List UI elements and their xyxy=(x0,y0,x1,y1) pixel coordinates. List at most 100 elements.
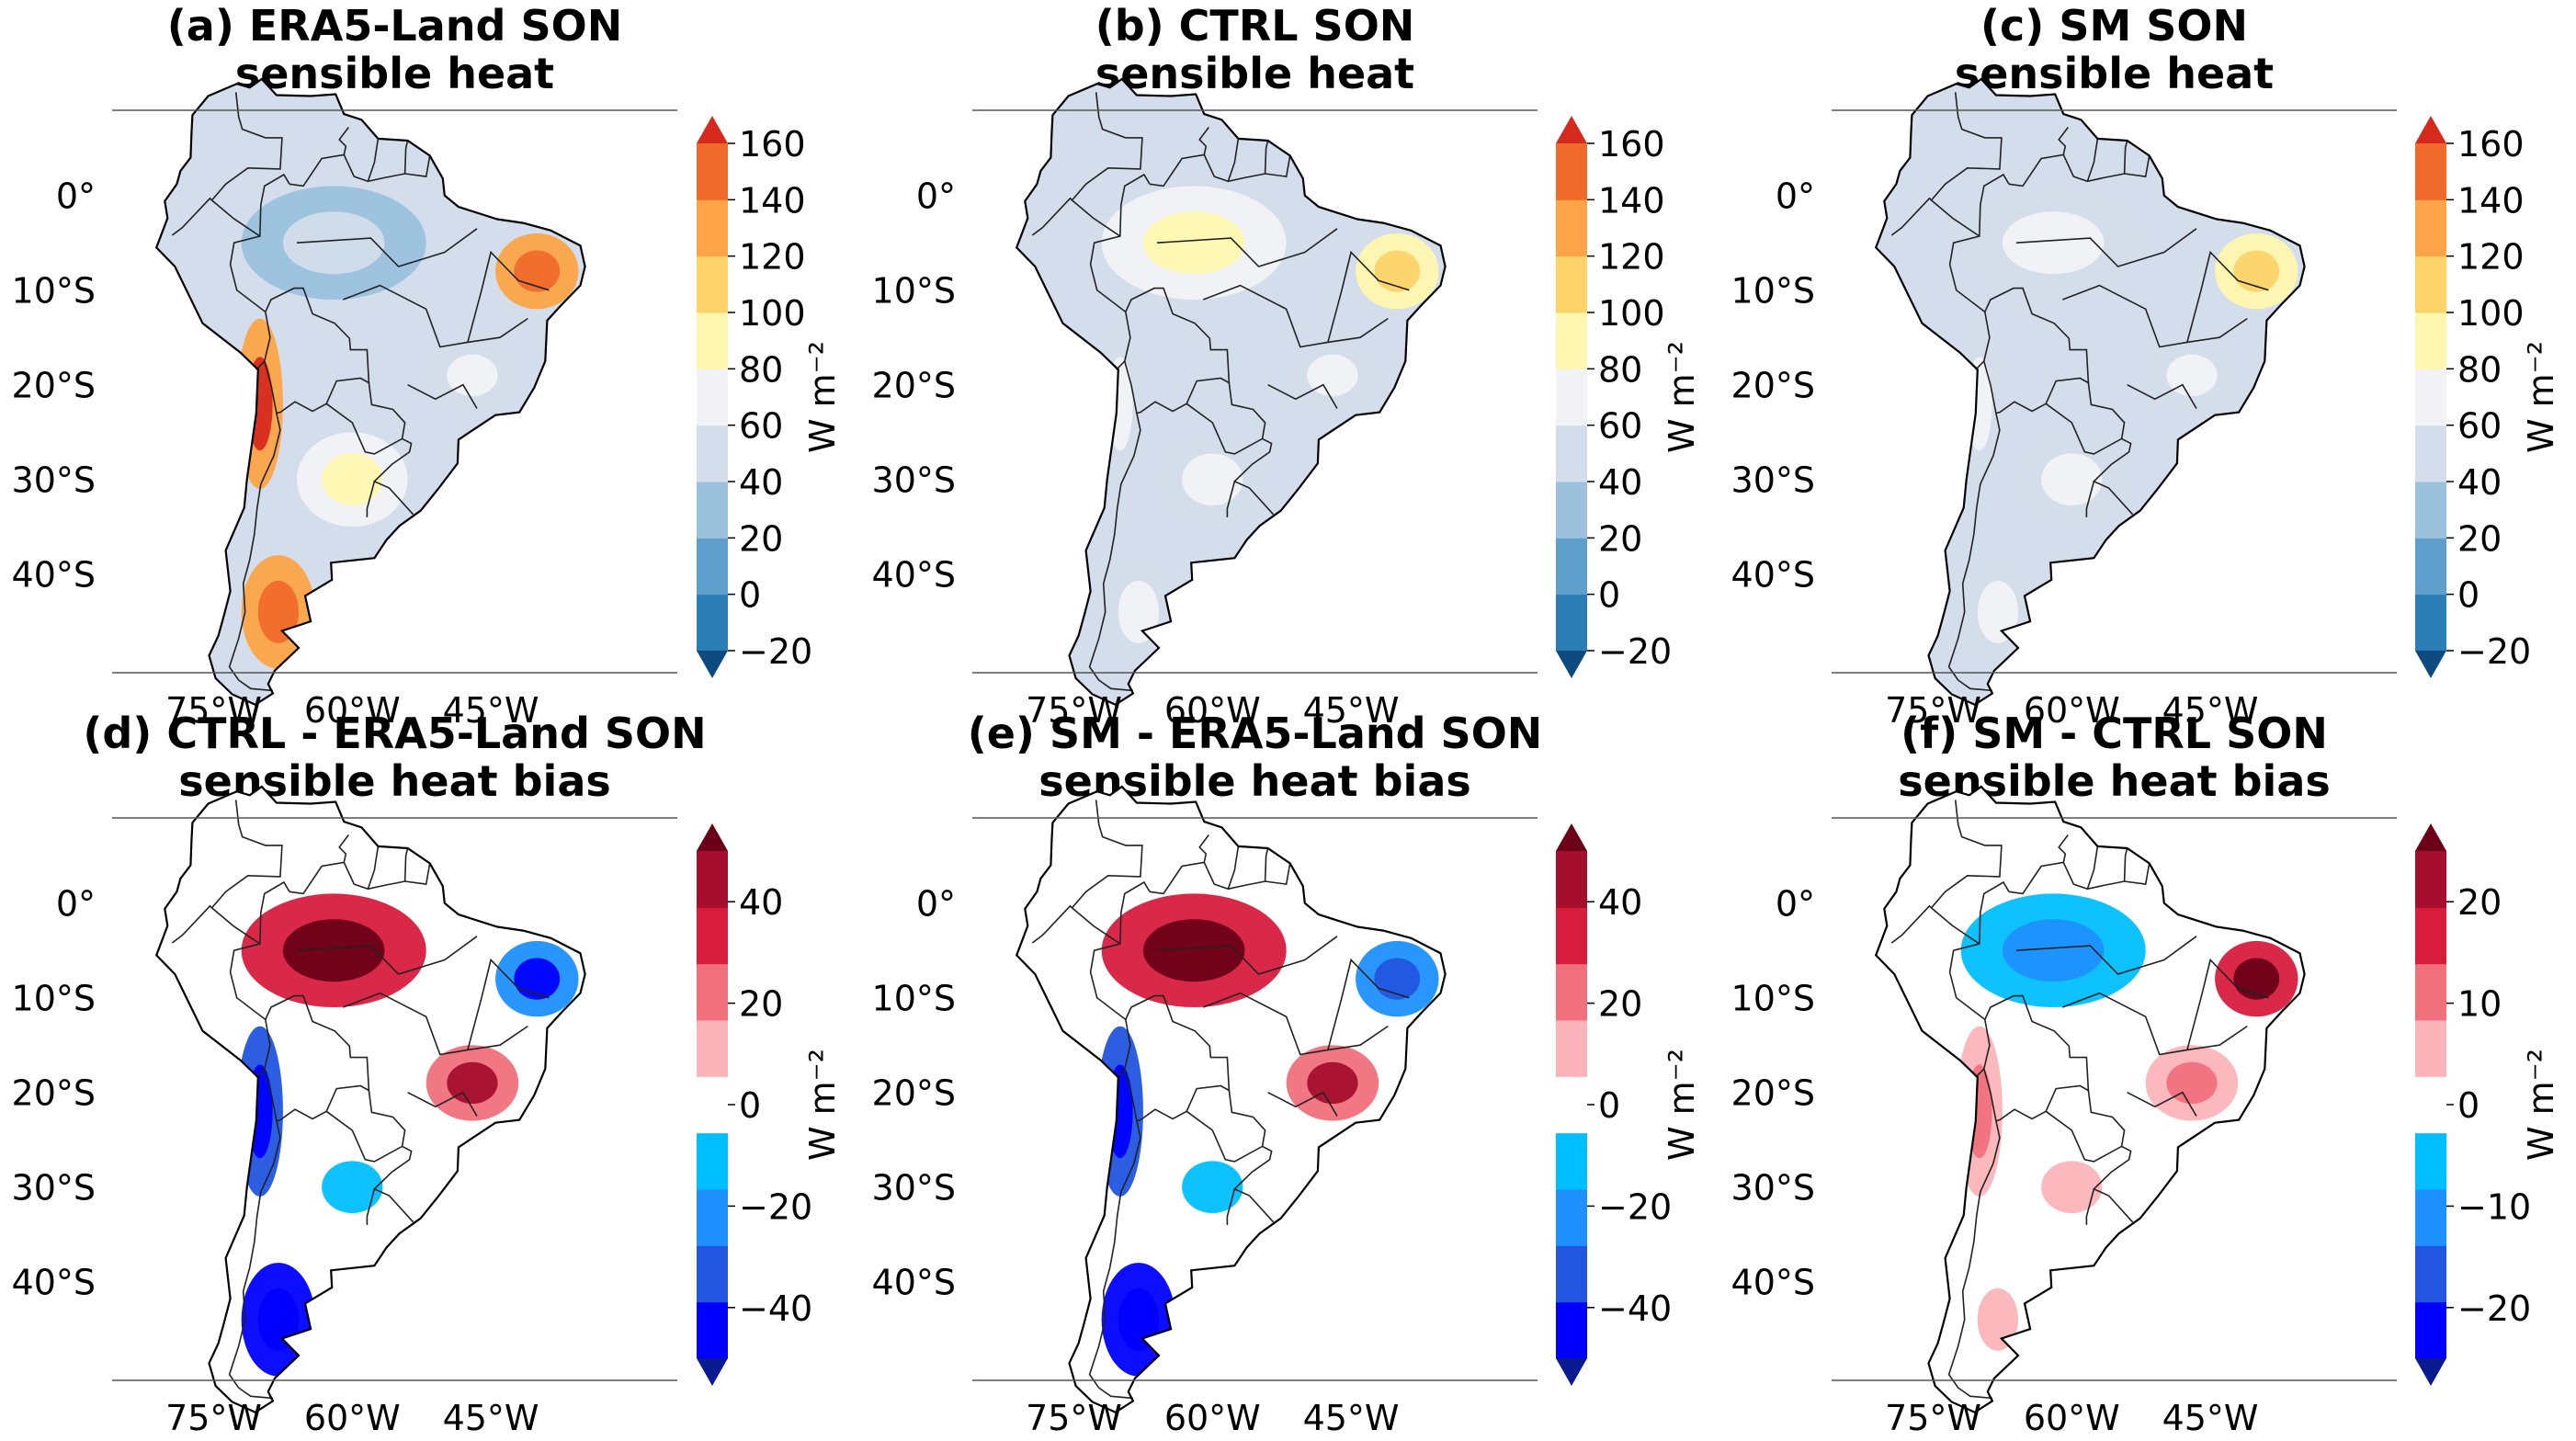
country-border xyxy=(2127,383,2197,409)
country-border xyxy=(1088,1067,1141,1400)
country-border xyxy=(210,907,261,945)
map-area xyxy=(112,785,677,1414)
colorbar-extend-min xyxy=(1556,1358,1587,1386)
country-border xyxy=(1267,1091,1338,1117)
colorbar-segment xyxy=(697,851,728,908)
colorbar-tick-label: 0 xyxy=(739,1085,761,1126)
colorbar-segment xyxy=(1556,1132,1587,1190)
colorbar-segment xyxy=(1556,963,1587,1021)
country-border xyxy=(2092,437,2134,516)
country-border xyxy=(1226,1188,1236,1225)
country-border xyxy=(1232,1145,1275,1223)
colorbar: −40 −20 0 20 40 W m⁻² xyxy=(697,823,843,1386)
region-core xyxy=(514,958,561,1000)
colorbar-segment xyxy=(1556,1020,1587,1077)
colorbar-tick-label: −20 xyxy=(1598,631,1672,672)
lon-tick-label: 75°W xyxy=(1026,1398,1122,1438)
coastline xyxy=(154,785,586,1414)
country-border xyxy=(1089,880,1151,1070)
colorbar-tick-label: 140 xyxy=(739,180,806,221)
country-border xyxy=(296,936,478,975)
colorbar-segment xyxy=(1556,1076,1587,1134)
colorbar-segment xyxy=(697,1189,728,1246)
country-border xyxy=(372,437,414,516)
data-field xyxy=(1096,893,1439,1377)
country-border xyxy=(1071,907,1121,945)
country-border xyxy=(1203,992,1389,1056)
country-border xyxy=(2085,1188,2095,1225)
colorbar-tick-label: 20 xyxy=(739,518,783,559)
colorbar-tick-label: 20 xyxy=(2457,882,2502,923)
panel-title: (a) ERA5-Land SON xyxy=(167,1,622,51)
colorbar-segment xyxy=(1556,538,1587,596)
colorbar-segment xyxy=(697,907,728,965)
colorbar-segment xyxy=(2415,199,2446,257)
lon-tick-label: 45°W xyxy=(443,690,539,731)
lat-tick-label: 0° xyxy=(1776,884,1815,925)
colorbar-tick-label: 140 xyxy=(1598,180,1665,221)
country-border xyxy=(1227,845,1240,890)
country-border xyxy=(1930,199,1980,237)
lon-tick-label: 45°W xyxy=(2162,690,2259,731)
colorbar: −20 0 20 40 60 80 100 120 140 160 W m⁻² xyxy=(2415,116,2561,678)
country-border xyxy=(467,958,550,1050)
colorbar-extend-max xyxy=(2415,116,2446,143)
country-border xyxy=(407,383,478,409)
coastline xyxy=(1874,77,2306,707)
colorbar-tick-label: 40 xyxy=(739,462,783,503)
country-border xyxy=(2085,481,2095,517)
country-border xyxy=(1227,138,1240,182)
country-border xyxy=(210,92,283,201)
colorbar-unit-label: W m⁻² xyxy=(802,341,843,453)
colorbar-segment xyxy=(2415,425,2446,482)
region-core xyxy=(282,919,385,982)
colorbar-tick-label: 60 xyxy=(739,406,783,447)
map-area xyxy=(1832,785,2397,1414)
country-border xyxy=(372,1145,414,1223)
colorbar-segment xyxy=(2415,1245,2446,1303)
country-border xyxy=(367,138,380,182)
region-core xyxy=(1182,453,1243,506)
colorbar-segment xyxy=(1556,1189,1587,1246)
colorbar-tick-label: 10 xyxy=(2457,984,2502,1025)
colorbar-segment xyxy=(697,143,728,200)
lat-tick-label: 30°S xyxy=(1731,1168,1815,1208)
lat-tick-label: 30°S xyxy=(1731,460,1815,501)
colorbar-segment xyxy=(697,312,728,369)
country-border xyxy=(467,250,550,343)
lat-tick-label: 10°S xyxy=(872,271,956,312)
colorbar-unit-label: W m⁻² xyxy=(1662,341,1702,453)
country-border xyxy=(1226,481,1236,517)
colorbar-tick-label: −20 xyxy=(739,631,812,672)
colorbar-tick-label: 40 xyxy=(2457,462,2502,503)
colorbar-extend-max xyxy=(697,116,728,143)
lat-tick-label: 40°S xyxy=(872,555,956,596)
colorbar-segment xyxy=(697,1132,728,1190)
country-border xyxy=(1156,228,1338,267)
region-core xyxy=(322,453,383,506)
colorbar-tick-label: 40 xyxy=(1598,462,1642,503)
country-border xyxy=(265,287,370,414)
country-border xyxy=(2186,250,2269,343)
region-core xyxy=(1966,357,1992,451)
lat-tick-label: 10°S xyxy=(12,271,96,312)
country-border xyxy=(1125,994,1231,1122)
country-border xyxy=(1930,907,1980,945)
colorbar-segment xyxy=(1556,199,1587,257)
colorbar-segment xyxy=(2415,255,2446,313)
country-border xyxy=(2086,138,2099,182)
country-border xyxy=(1186,382,1266,455)
region-core xyxy=(246,1064,273,1159)
lat-tick-label: 10°S xyxy=(1731,271,1815,312)
country-border xyxy=(1071,92,1143,201)
colorbar-tick-label: 100 xyxy=(1598,293,1665,334)
colorbar-tick-label: 120 xyxy=(739,237,806,278)
panel-title: (d) CTRL - ERA5-Land SON xyxy=(83,709,706,758)
lon-tick-label: 75°W xyxy=(1885,1398,1981,1438)
country-border xyxy=(1031,197,1073,236)
colorbar-segment xyxy=(2415,538,2446,596)
region-core xyxy=(246,357,273,451)
country-border xyxy=(296,228,478,267)
panel-title: (b) CTRL SON xyxy=(1095,1,1415,51)
